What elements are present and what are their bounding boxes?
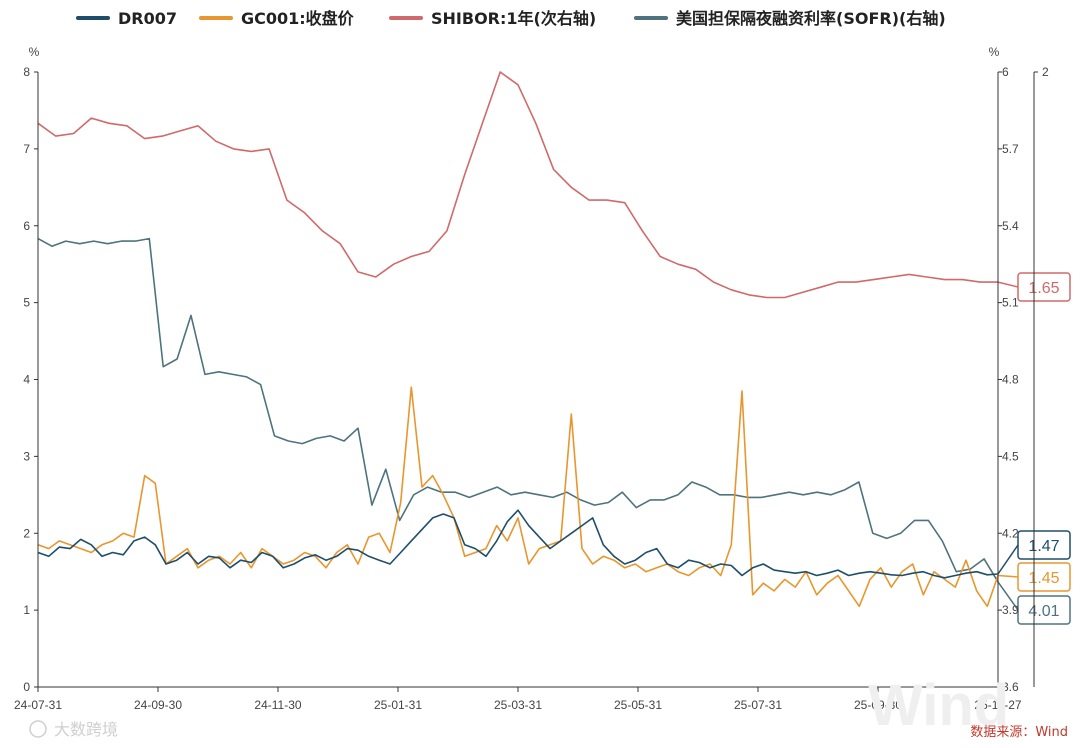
x-tick-label: 25-11-27 (974, 698, 1021, 712)
left-tick-label: 8 (23, 65, 30, 79)
legend-item-label: GC001:收盘价 (241, 9, 355, 28)
callout-leader (997, 574, 1019, 578)
series-group (37, 71, 999, 608)
x-tick-label: 25-03-31 (494, 698, 542, 712)
series-line (37, 71, 998, 299)
right-tick-label: 4.5 (1002, 449, 1019, 463)
axes: 0 1 2 3 4 5 6 7 8% 3.6 3.9 4.2 4.5 4.8 5.1 5.4 5.7 6% 2 24-… (14, 45, 1049, 712)
callout-value: 1.47 (1028, 538, 1059, 555)
left-tick-label: 7 (23, 142, 30, 156)
source-note: 数据来源：Wind (970, 725, 1068, 740)
callouts: 1.65 1.47 1.45 4.01 (997, 272, 1071, 625)
callout-leader (997, 544, 1019, 575)
left-tick-label: 4 (23, 373, 30, 387)
callout-box (1017, 530, 1071, 560)
right-tick-label: 5.7 (1002, 142, 1019, 156)
callout-value: 1.45 (1028, 570, 1059, 587)
x-tick-label: 25-09-30 (854, 698, 902, 712)
right-tick-label: 5.4 (1002, 219, 1019, 233)
callout-leader (997, 581, 1019, 611)
left-tick-label: 2 (23, 526, 30, 540)
right-tick-label: 6 (1002, 65, 1009, 79)
callout-leader (997, 281, 1019, 288)
x-tick-label: 25-01-31 (374, 698, 422, 712)
series-line (37, 386, 999, 608)
x-tick-label: 25-07-31 (734, 698, 782, 712)
right-axis-unit: % (989, 45, 1000, 59)
x-tick-label: 25-05-31 (614, 698, 662, 712)
legend-item-label: DR007 (118, 9, 177, 28)
callout-value: 4.01 (1028, 603, 1059, 620)
left-tick-label: 3 (23, 449, 30, 463)
x-tick-label: 24-11-30 (254, 698, 301, 712)
legend: DR007 GC001:收盘价 SHIBOR:1年(次右轴) 美国担保隔夜融资利率(S… (76, 9, 946, 28)
right-tick-label: 4.8 (1002, 373, 1019, 387)
callout-value: 1.65 (1028, 280, 1059, 297)
right-tick-label: 5.1 (1002, 296, 1019, 310)
callout-box (1017, 272, 1071, 302)
callout-box (1017, 595, 1071, 625)
right-tick-label: 3.9 (1002, 603, 1019, 617)
right-axis-2-max-label: 2 (1042, 65, 1049, 79)
legend-item-label: SHIBOR:1年(次右轴) (431, 9, 596, 28)
watermark-logo: 大数跨境 (29, 720, 118, 739)
x-tick-label: 24-09-30 (134, 698, 182, 712)
left-axis-unit: % (29, 45, 40, 59)
left-tick-label: 5 (23, 296, 30, 310)
x-tick-label: 24-07-31 (14, 698, 62, 712)
left-tick-label: 1 (23, 603, 30, 617)
series-line (37, 237, 999, 583)
legend-item-label: 美国担保隔夜融资利率(SOFR)(右轴) (676, 9, 946, 28)
watermark-wind: Wind (868, 673, 1009, 738)
right-tick-label: 3.6 (1002, 680, 1019, 694)
watermark-text: 大数跨境 (54, 720, 118, 739)
callout-box (1017, 562, 1071, 592)
right-tick-label: 4.2 (1002, 526, 1019, 540)
left-tick-label: 0 (23, 680, 30, 694)
left-tick-label: 6 (23, 219, 30, 233)
